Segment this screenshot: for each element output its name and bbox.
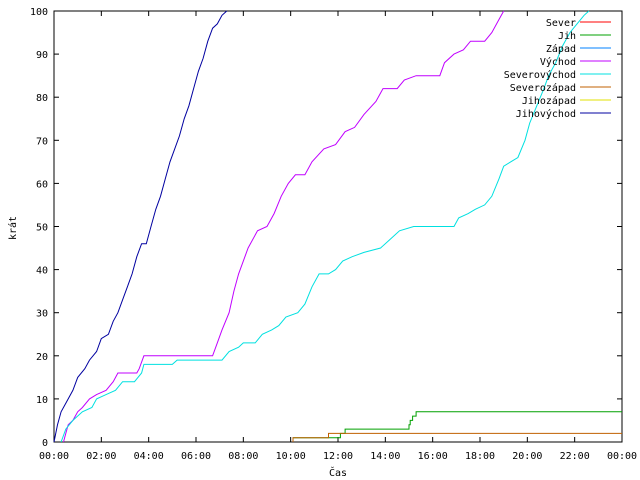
series-line-Severovýchod bbox=[60, 10, 590, 443]
x-tick-label: 00:00 bbox=[39, 451, 69, 462]
x-tick-label: 10:00 bbox=[276, 451, 306, 462]
series-line-Východ bbox=[63, 10, 505, 443]
legend-label: Sever bbox=[546, 18, 576, 29]
series-line-Severozápad bbox=[292, 432, 622, 442]
y-tick-label: 20 bbox=[36, 352, 48, 363]
axes: 0 10 20 30 40 50 60 70 80 90 100 00:00 02:00 04:00 06:… bbox=[30, 7, 637, 462]
x-tick-label: 02:00 bbox=[86, 451, 116, 462]
series-line-Jih bbox=[292, 411, 622, 442]
y-tick-label: 100 bbox=[30, 7, 48, 18]
x-tick-label: 18:00 bbox=[465, 451, 495, 462]
y-tick-label: 70 bbox=[36, 136, 48, 147]
x-tick-label: 06:00 bbox=[181, 451, 211, 462]
x-tick-label: 20:00 bbox=[512, 451, 542, 462]
legend-label: Jihovýchod bbox=[516, 108, 576, 120]
x-tick-label: 14:00 bbox=[370, 451, 400, 462]
x-tick-label: 04:00 bbox=[134, 451, 164, 462]
series-lines bbox=[53, 10, 622, 443]
x-tick-label: 22:00 bbox=[560, 451, 590, 462]
legend-label: Jih bbox=[558, 31, 576, 42]
legend-label: Severovýchod bbox=[504, 69, 576, 81]
x-tick-label: 12:00 bbox=[323, 451, 353, 462]
y-tick-label: 0 bbox=[42, 438, 48, 449]
y-tick-label: 90 bbox=[36, 50, 48, 61]
y-tick-label: 80 bbox=[36, 93, 48, 104]
x-tick-label: 16:00 bbox=[418, 451, 448, 462]
legend: Sever JihZápadVýchodSeverovýchodSeverozáp… bbox=[504, 18, 611, 120]
x-tick-label: 00:00 bbox=[607, 451, 637, 462]
x-axis-label: Čas bbox=[329, 466, 347, 479]
legend-label: Západ bbox=[546, 43, 576, 55]
y-tick-label: 10 bbox=[36, 395, 48, 406]
x-tick-label: 08:00 bbox=[228, 451, 258, 462]
y-tick-label: 30 bbox=[36, 309, 48, 320]
y-axis-label: krát bbox=[7, 216, 19, 240]
legend-label: Východ bbox=[540, 56, 576, 68]
y-tick-label: 60 bbox=[36, 179, 48, 190]
legend-label: Severozápad bbox=[510, 82, 576, 94]
y-tick-label: 40 bbox=[36, 266, 48, 277]
y-tick-label: 50 bbox=[36, 223, 48, 234]
legend-label: Jihozápad bbox=[522, 95, 576, 107]
series-line-Jihovýchod bbox=[53, 10, 228, 443]
